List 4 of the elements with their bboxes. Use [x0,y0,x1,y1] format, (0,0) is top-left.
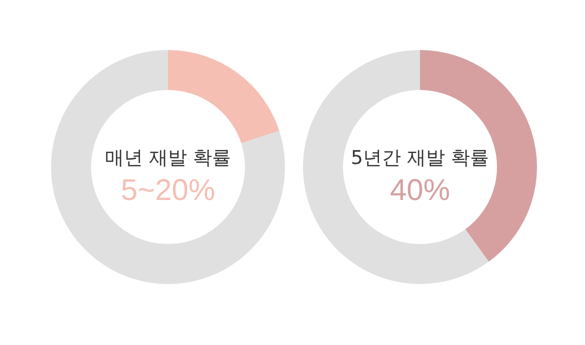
text: 5~20% [120,174,216,207]
text: 5년간 재발 확률 [350,147,490,169]
text: 40% [390,174,450,207]
text: 매년 재발 확률 [104,147,232,169]
